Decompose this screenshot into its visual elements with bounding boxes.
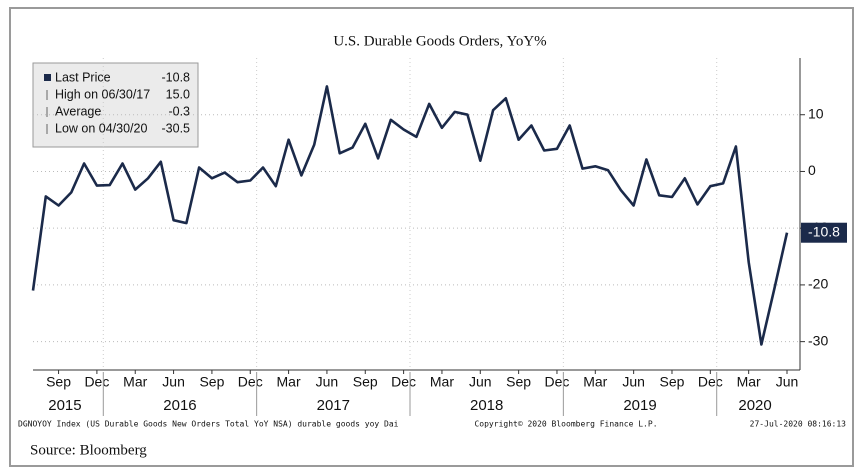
x-tick-label: Sep <box>199 374 224 390</box>
info-label: Average <box>55 104 101 118</box>
x-tick-label: Jun <box>622 374 645 390</box>
info-value: -0.3 <box>168 104 190 118</box>
footer-left: DGNOYOY Index (US Durable Goods New Orde… <box>18 420 399 429</box>
x-tick-label: Mar <box>583 374 607 390</box>
x-tick-label: Mar <box>737 374 761 390</box>
year-label: 2015 <box>48 397 81 414</box>
x-tick-label: Dec <box>545 374 570 390</box>
x-tick-label: Dec <box>84 374 109 390</box>
x-tick-label: Sep <box>353 374 378 390</box>
x-tick-label: Mar <box>123 374 147 390</box>
footer-center: Copyright© 2020 Bloomberg Finance L.P. <box>474 420 657 429</box>
info-marker <box>44 74 51 81</box>
info-value: 15.0 <box>166 87 190 101</box>
x-tick-label: Mar <box>430 374 454 390</box>
info-box <box>32 62 199 148</box>
info-label: Low on 04/30/20 <box>55 121 147 135</box>
x-tick-label: Jun <box>776 374 799 390</box>
info-value: -30.5 <box>162 121 191 135</box>
footer-right: 27-Jul-2020 08:16:13 <box>750 420 847 429</box>
x-tick-label: Sep <box>46 374 71 390</box>
last-value-tag <box>801 222 847 243</box>
x-tick-label: Dec <box>698 374 723 390</box>
info-value: -10.8 <box>162 70 191 84</box>
x-tick-label: Mar <box>277 374 301 390</box>
last-value-label: -10.8 <box>808 223 840 239</box>
x-tick-label: Jun <box>162 374 185 390</box>
frame <box>9 7 854 467</box>
year-label: 2017 <box>317 397 350 414</box>
source: Source: Bloomberg <box>30 442 147 458</box>
y-tick-label: 10 <box>808 105 824 121</box>
x-tick-label: Jun <box>316 374 339 390</box>
series-line <box>31 85 789 346</box>
year-label: 2019 <box>623 397 656 414</box>
x-tick-label: Dec <box>238 374 263 390</box>
year-label: 2018 <box>470 397 503 414</box>
year-label: 2020 <box>738 397 771 414</box>
y-tick-label: -30 <box>808 332 828 348</box>
year-label: 2016 <box>163 397 196 414</box>
y-tick-label: 0 <box>808 162 816 178</box>
x-tick-label: Jun <box>469 374 492 390</box>
chart-title: U.S. Durable Goods Orders, YoY% <box>333 33 546 49</box>
x-tick-label: Dec <box>391 374 416 390</box>
info-label: High on 06/30/17 <box>55 87 150 101</box>
x-tick-label: Sep <box>660 374 685 390</box>
info-label: Last Price <box>55 70 111 84</box>
y-tick-label: -20 <box>808 276 828 292</box>
x-tick-label: Sep <box>506 374 531 390</box>
